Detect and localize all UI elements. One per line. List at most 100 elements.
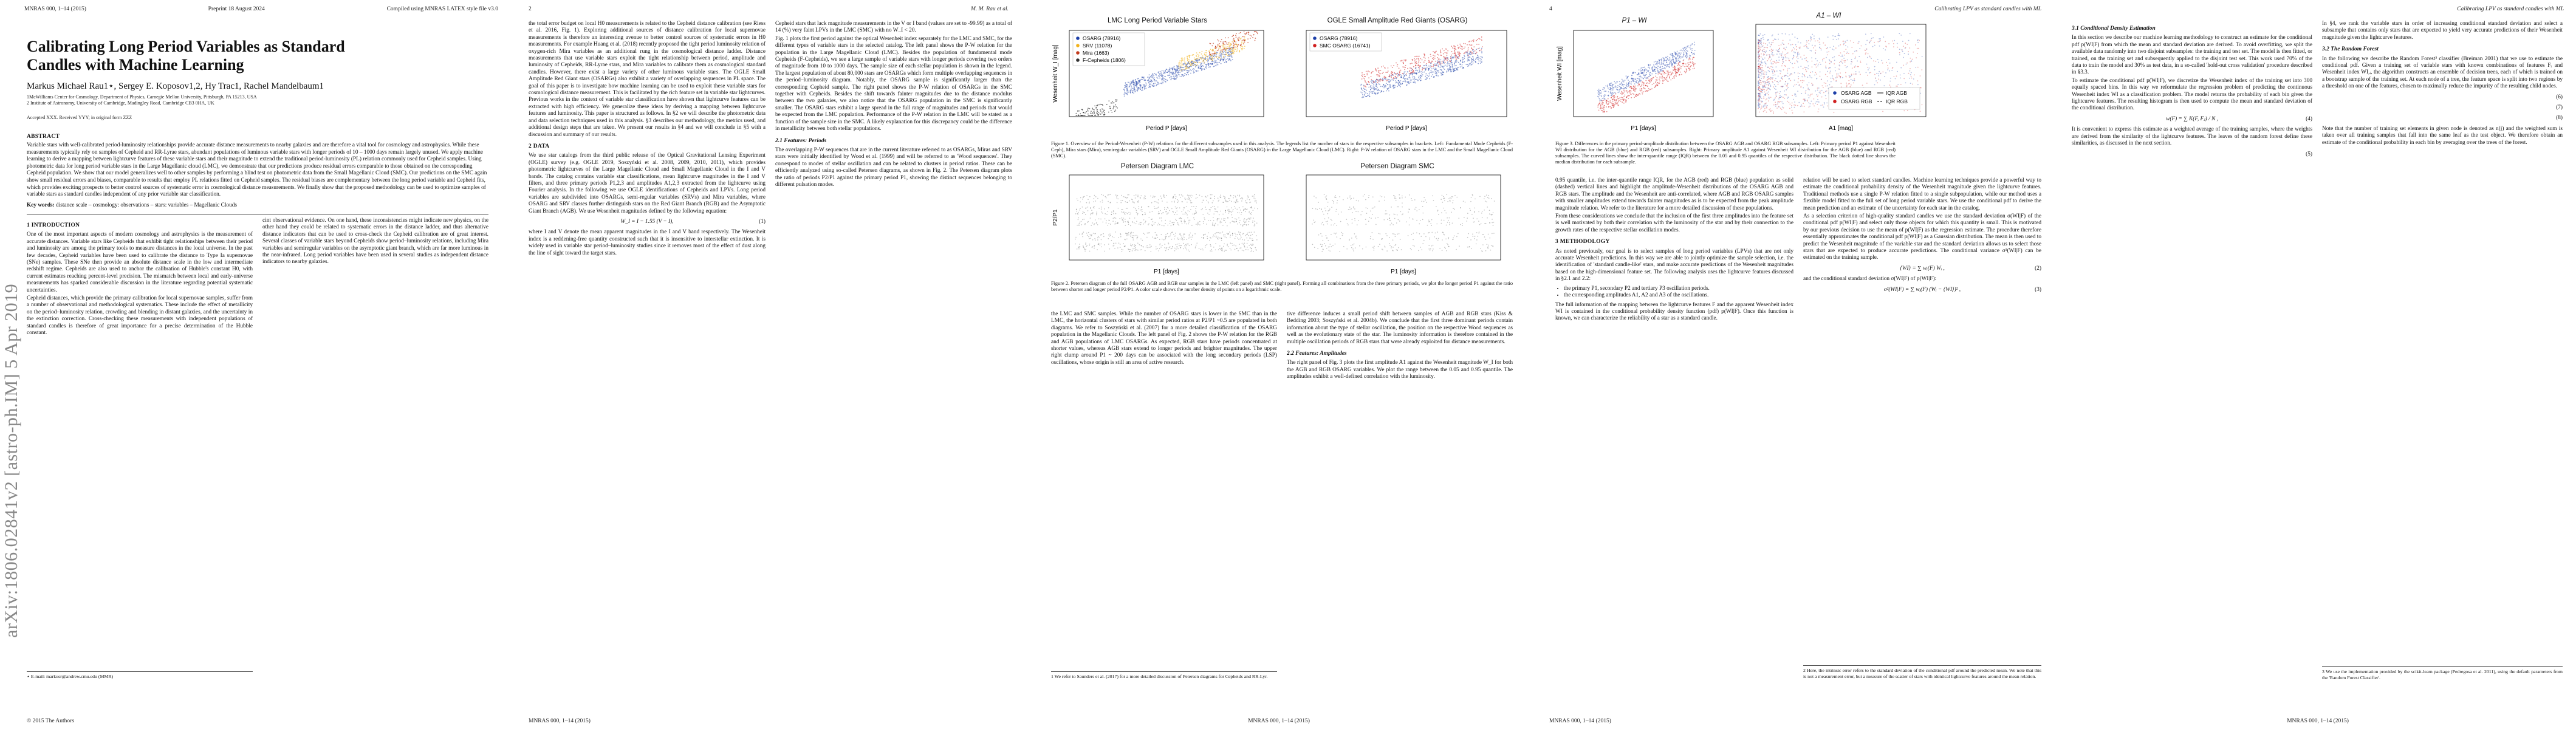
fig2-right-title: Petersen Diagram SMC xyxy=(1360,163,1434,170)
fig3-right-agb-points xyxy=(1758,33,1923,108)
fig2-right-frame xyxy=(1306,174,1501,261)
right-column: cint observational evidence. On one hand… xyxy=(262,217,488,679)
sec2-heading: 2 DATA xyxy=(529,143,550,149)
svg-text:Mira (1663): Mira (1663) xyxy=(1083,50,1109,56)
method-para-b: As a selection criterion of high-quality… xyxy=(1803,213,2041,261)
equation-7: (7) xyxy=(2556,104,2563,111)
fig1-right-plot: Period P [days] OSARG (78916) SMC OSARG (1… xyxy=(1306,30,1507,132)
page-footer: MNRAS 000, 1–14 (2015) xyxy=(529,718,591,724)
intro-continued: the total error budget on local H0 measu… xyxy=(529,21,766,138)
method-para-c: and the conditional standard deviation σ… xyxy=(1803,276,1937,282)
fig1-right-frame xyxy=(1306,30,1507,117)
footnote: 3 We use the implementation provided by … xyxy=(2322,666,2563,680)
page-footer: © 2015 The Authors xyxy=(27,718,75,724)
page-footer: MNRAS 000, 1–14 (2015) xyxy=(1549,718,1611,724)
abstract-text: Variable stars with well-calibrated peri… xyxy=(27,142,487,198)
fig2-left-plot: P1 [days] P2/P1 xyxy=(1052,174,1264,275)
equation-4: w(F) = ∑ K(F, Fⱼ) / N , (4) xyxy=(2166,115,2312,122)
right-column: relation will be used to select standard… xyxy=(1803,177,2041,706)
data-para-b: Fig. 1 plots the first period against th… xyxy=(775,35,1012,132)
page-header: 4 Calibrating LPV as standard candles wi… xyxy=(1549,5,2041,13)
sec21-para: The overlapping P-W sequences that are i… xyxy=(775,146,1012,188)
fig3-left-agb-points xyxy=(1597,41,1696,101)
page-5: Calibrating LPV as standard candles with… xyxy=(2060,0,2576,729)
equation-8: (8) xyxy=(2556,115,2563,122)
fig1-left-ylabel: Wesenheit W_I [mag] xyxy=(1052,44,1059,103)
sec22-para: The right panel of Fig. 3 plots the firs… xyxy=(1287,360,1513,380)
left-column: 0.95 quantile, i.e. the inter-quantile r… xyxy=(1555,177,1793,706)
right-column: In §4, we rank the variable stars in ord… xyxy=(2322,21,2563,707)
sec31-para-b: To estimate the conditional pdf p(WI|F),… xyxy=(2072,77,2312,112)
equation-2: ⟨WI⟩ = ∑ wᵢ(F) Wᵢ , (2) xyxy=(1900,265,2041,272)
page-header: Calibrating LPV as standard candles with… xyxy=(2072,5,2564,13)
footnote: ⋆ E-mail: markusr@andrew.cmu.edu (MMR) xyxy=(27,671,253,679)
page-3: LMC Long Period Variable Stars Period P … xyxy=(1027,0,1531,729)
right-column: tive difference induces a small period s… xyxy=(1287,311,1513,706)
sec2-para-b: where I and V denote the mean apparent m… xyxy=(529,229,766,256)
fig1-right-title: OGLE Small Amplitude Red Giants (OSARG) xyxy=(1327,17,1468,24)
equation-1: W_I = I − 1.55 (V − I), (1) xyxy=(620,218,766,225)
fig3-right-rgb-points xyxy=(1758,39,1923,114)
sec21-heading: 2.1 Features: Periods xyxy=(775,137,827,144)
method-para-a: relation will be used to select standard… xyxy=(1803,177,2041,211)
forest-para-b: Note that the number of training set ele… xyxy=(2322,125,2563,146)
page-2: 2 M. M. Rau et al. the total error budge… xyxy=(516,0,1021,729)
fig2-left-ylabel: P2/P1 xyxy=(1052,209,1059,226)
svg-text:OSARG (78916): OSARG (78916) xyxy=(1083,35,1121,41)
sec31-para: In this section we describe our machine … xyxy=(2072,35,2312,76)
sec1-heading: 1 INTRODUCTION xyxy=(27,222,80,228)
amplitude-para-b: From these considerations we conclude th… xyxy=(1555,213,1793,233)
page-1: arXiv:1806.02841v2 [astro-ph.IM] 5 Apr 2… xyxy=(0,0,510,729)
svg-text:SMC OSARG (16741): SMC OSARG (16741) xyxy=(1320,43,1371,49)
sec1-para-b: cint observational evidence. On one hand… xyxy=(262,217,488,265)
svg-text:F-Cepheids (1806): F-Cepheids (1806) xyxy=(1083,57,1126,63)
compile-note: Compiled using MNRAS LATEX style file v3… xyxy=(386,6,498,12)
fig1-left-legend: OSARG (78916) SRV (11078)Mira (1663)F-Cep… xyxy=(1072,32,1145,66)
fig2-right-plot: P1 [days] xyxy=(1306,174,1501,275)
keywords: Key words: distance scale – cosmology: o… xyxy=(27,202,237,208)
fig1-left-plot: Period P [days] Wesenheit W_I [mag] OSARG … xyxy=(1052,30,1264,132)
accepted-note: Accepted XXX. Received YYY; in original … xyxy=(27,115,132,120)
sec3-para: As noted previously, our goal is to sele… xyxy=(1555,248,1793,282)
fig2-caption: Figure 2. Petersen diagram of the full O… xyxy=(1051,281,1513,292)
affiliation-2: 2 Institute of Astronomy, University of … xyxy=(27,100,214,106)
sec1-para-a: One of the most important aspects of mod… xyxy=(27,231,253,293)
amplitude-para: 0.95 quantile, i.e. the inter-quantile r… xyxy=(1555,177,1793,211)
fig1-left-srv-points xyxy=(1178,36,1246,72)
fig1-left-xlabel: Period P [days] xyxy=(1146,125,1187,132)
page-4: 4 Calibrating LPV as standard candles wi… xyxy=(1537,0,2054,729)
sec31-heading: 3.1 Conditional Density Estimation xyxy=(2072,26,2156,32)
equation-6: (6) xyxy=(2556,94,2563,100)
fig2-right-xlabel: P1 [days] xyxy=(1391,269,1416,275)
fig1-right-smc-points xyxy=(1361,36,1483,88)
fig1-right-legend: OSARG (78916) SMC OSARG (16741) xyxy=(1309,32,1382,52)
affiliation-1: 1McWilliams Center for Cosmology, Depart… xyxy=(27,94,257,100)
petersen-para: the LMC and SMC samples. While the numbe… xyxy=(1051,311,1277,366)
equation-5: (5) xyxy=(2306,151,2312,157)
abstract-heading: ABSTRACT xyxy=(27,134,60,140)
left-column: the LMC and SMC samples. While the numbe… xyxy=(1051,311,1277,706)
equation-3: σ²(WI|F) = ∑ wᵢ(F) (Wᵢ − ⟨WI⟩)² , (3) xyxy=(1883,286,2041,293)
sec31-para-c: It is convenient to express this estimat… xyxy=(2072,126,2312,147)
fig1-left-cepheid-points xyxy=(1075,99,1118,116)
sec2-para: We use star catalogs from the third publ… xyxy=(529,152,766,214)
fig1-left-frame xyxy=(1069,30,1264,117)
fig1-right-lmc-points xyxy=(1360,47,1483,98)
fig3-caption: Figure 3. Differences in the primary per… xyxy=(1555,141,1896,165)
fig3-right-xlabel: A1 [mag] xyxy=(1829,125,1853,132)
sec32-heading: 3.2 The Random Forest xyxy=(2322,46,2379,53)
page-footer: MNRAS 000, 1–14 (2015) xyxy=(1248,718,1310,724)
svg-text:SRV (11078): SRV (11078) xyxy=(1083,43,1112,49)
page-number: 2 xyxy=(529,6,532,12)
sec3-para-b: The full information of the mapping betw… xyxy=(1555,301,1793,322)
svg-text:OSARG (78916): OSARG (78916) xyxy=(1320,35,1358,41)
fig1-caption: Figure 1. Overview of the Period-Wesenhe… xyxy=(1051,141,1513,159)
page-footer: MNRAS 000, 1–14 (2015) xyxy=(2287,718,2349,724)
left-column: the total error budget on local H0 measu… xyxy=(529,21,766,707)
fig1-right-xlabel: Period P [days] xyxy=(1386,125,1427,132)
left-column: 1 INTRODUCTION One of the most important… xyxy=(27,217,253,710)
fig2-left-frame xyxy=(1069,174,1264,261)
footnote: 1 We refer to Saunders et al. (2017) for… xyxy=(1051,671,1277,679)
